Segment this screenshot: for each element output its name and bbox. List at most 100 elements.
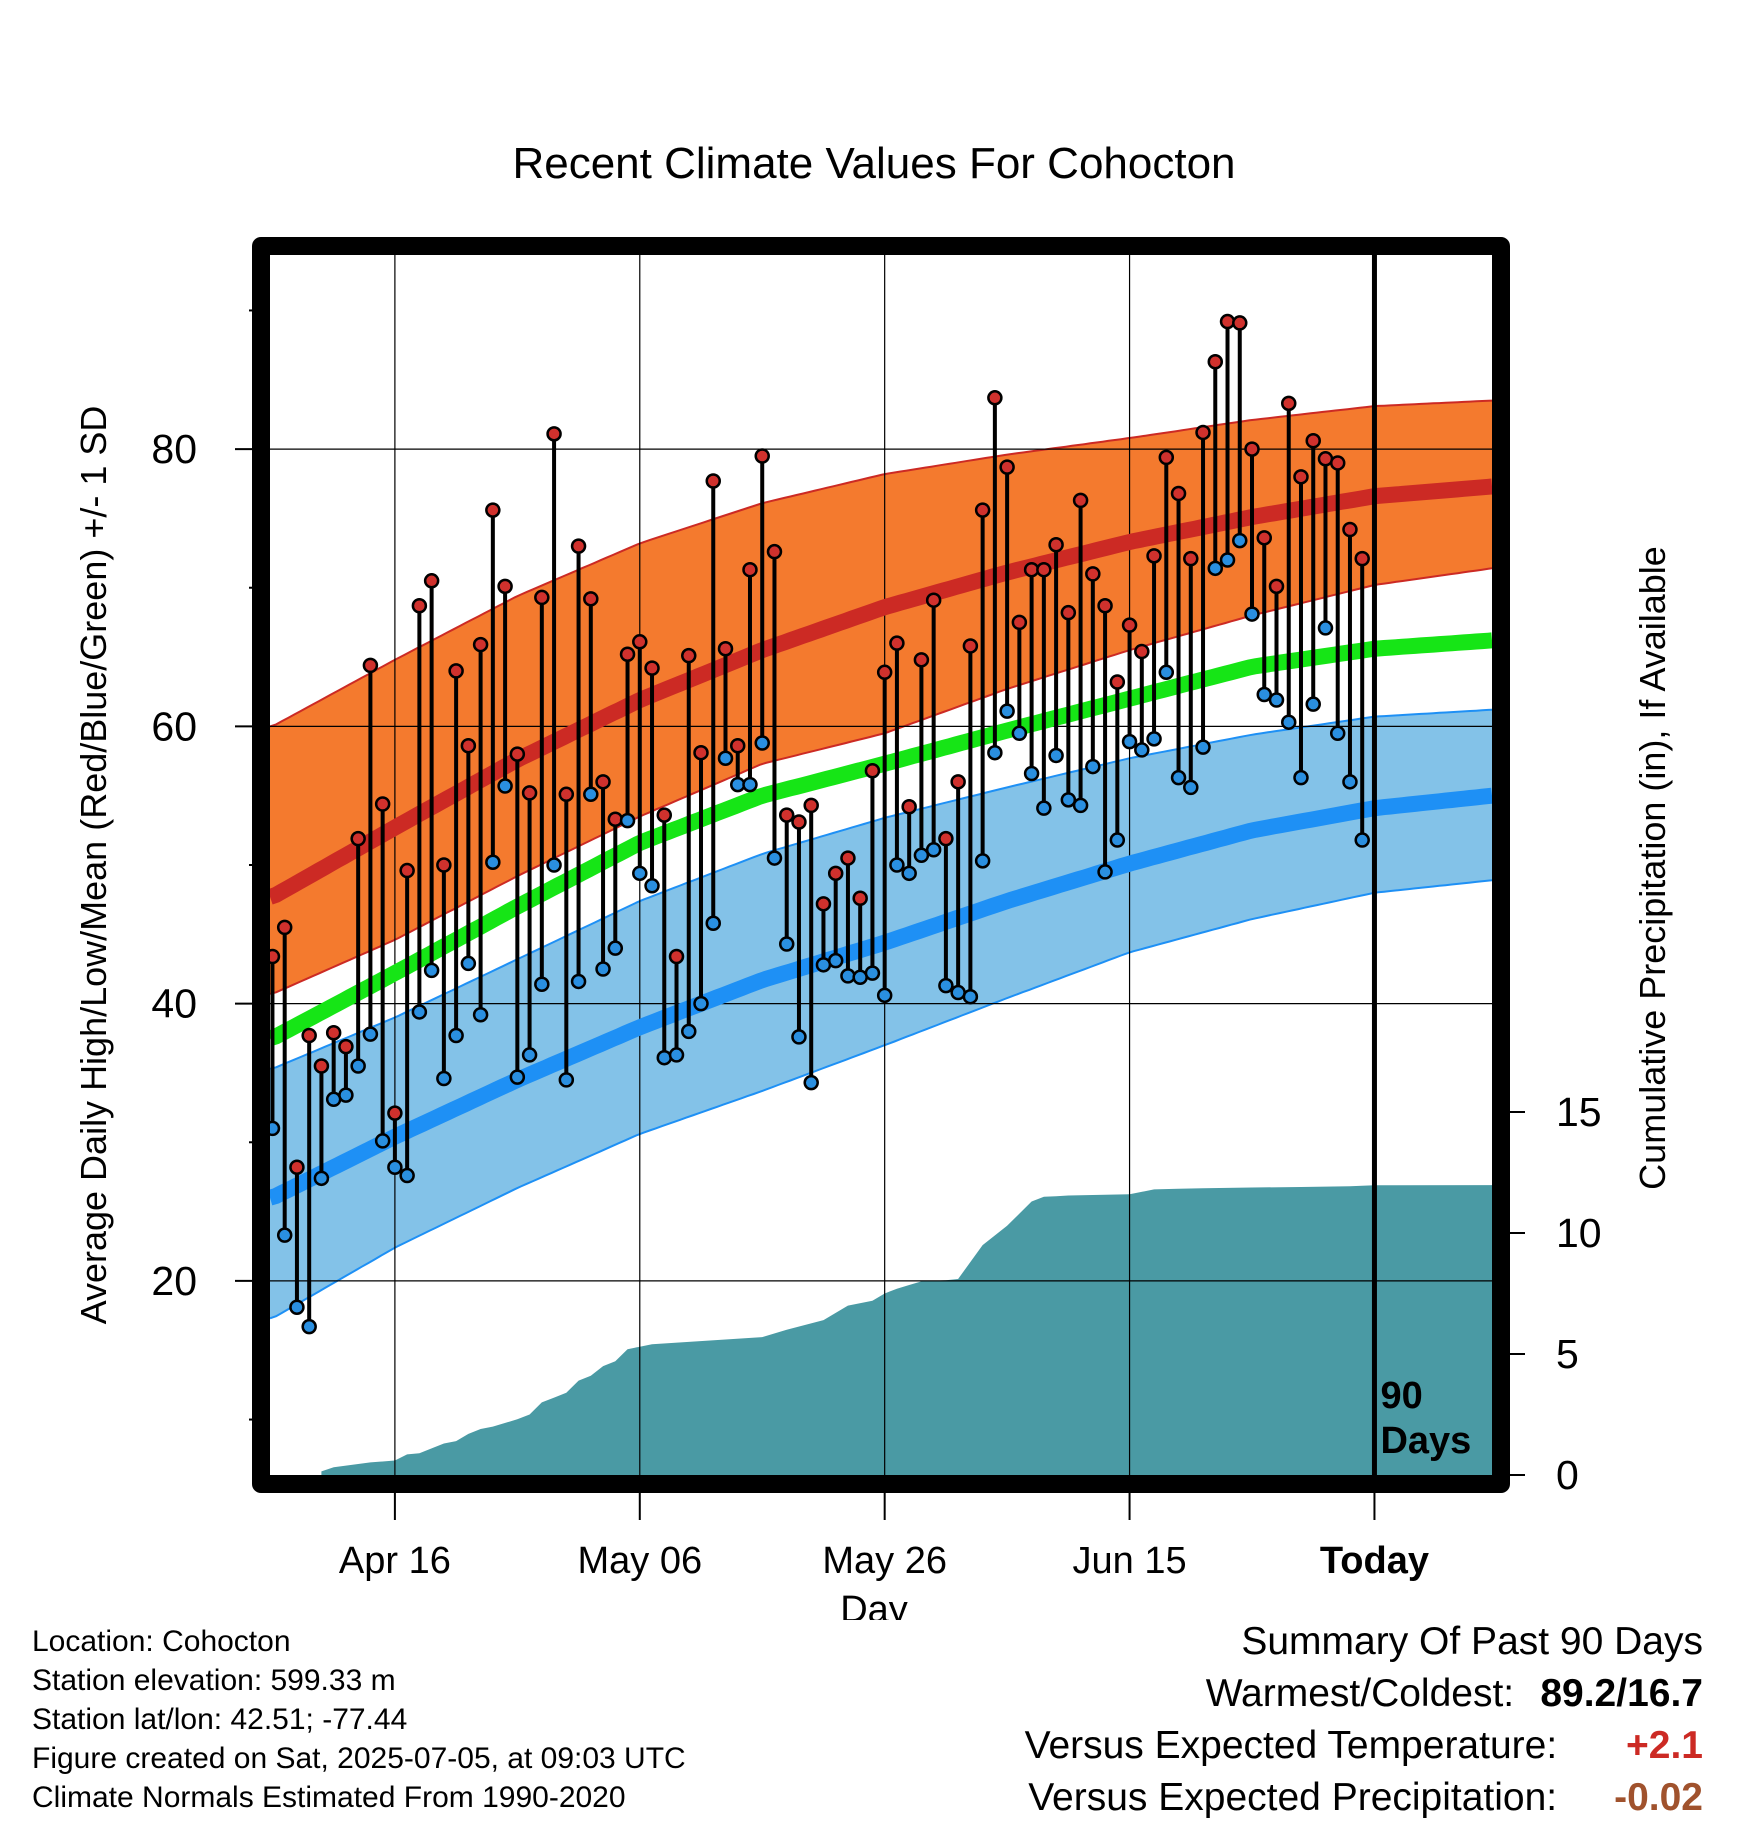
daily-low-point [778,936,795,952]
daily-low-point [864,965,881,981]
daily-low-point [632,865,648,882]
daily-low-point [1183,779,1199,796]
daily-high-point [681,647,697,664]
x-tick-label: May 26 [822,1540,947,1582]
daily-low-point [1170,769,1187,786]
daily-low-point [1293,769,1309,786]
daily-high-point [338,1038,354,1055]
daily-high-point [913,652,930,668]
created-text: Figure created on Sat, 2025-07-05, at 09… [32,1742,686,1775]
daily-high-point [436,857,452,873]
daily-low-point [1085,758,1101,775]
x-tick-label: May 06 [577,1540,702,1582]
daily-low-point [521,1047,538,1063]
daily-high-point [509,746,526,762]
low-sd-band [270,709,1492,1319]
x-tick-label: Jun 15 [1073,1540,1187,1582]
daily-high-point [325,1025,342,1041]
daily-low-point [693,995,709,1012]
y-tick-label: 80 [151,426,197,472]
daily-low-point [1023,765,1040,782]
daily-low-point [276,1227,293,1243]
daily-high-point [289,1159,305,1175]
daily-high-point [901,799,917,815]
temperature-anomaly-row: Versus Expected Temperature: +2.1 [1025,1720,1703,1772]
daily-high-point [656,807,673,823]
daily-high-point [1195,424,1211,441]
daily-high-point [827,865,844,882]
warmest-coldest-label: Warmest/Coldest: [1205,1672,1515,1715]
daily-low-point [913,847,930,864]
daily-low-point [374,1133,391,1149]
daily-high-point [705,473,722,489]
daily-low-point [840,968,856,984]
daily-high-point [717,640,734,657]
daily-high-point [1280,395,1297,412]
daily-high-point [399,862,415,879]
daily-low-point [558,1072,575,1088]
daily-high-point [1097,598,1113,614]
daily-low-point [1317,620,1334,636]
daily-low-point [803,1074,819,1091]
daily-low-point [436,1070,452,1087]
daily-high-point [1268,578,1285,595]
daily-high-point [1134,643,1150,660]
climate-chart: Recent Climate Values For Cohocton 90Days… [73,139,1673,1620]
warmest-coldest-value: 89.2/16.7 [1540,1672,1703,1715]
station-info: Location: Cohocton Station elevation: 59… [32,1622,686,1817]
daily-high-point [1036,561,1052,578]
daily-high-point [472,636,489,653]
daily-low-point [472,1006,489,1023]
daily-low-point [583,786,599,803]
daily-low-point [1036,800,1052,816]
y-tick-label: 20 [151,1258,197,1304]
latlon-text: Station lat/lon: 42.51; -77.44 [32,1703,408,1736]
daily-low-point [742,776,758,793]
daily-low-point [1121,733,1138,750]
daily-high-point [313,1058,330,1074]
daily-low-point [399,1167,415,1184]
y-tick-label: 60 [151,703,197,749]
daily-low-point [509,1069,526,1085]
daily-high-point [1121,617,1138,633]
daily-high-point [742,561,758,578]
daily-high-point [1072,492,1089,509]
daily-high-point [460,738,477,754]
daily-high-point [270,948,281,965]
daily-high-point [1219,313,1236,330]
daily-high-point [387,1105,403,1121]
daily-low-point [1256,686,1273,703]
daily-high-point [1207,354,1224,370]
daily-high-point [583,591,599,607]
precipitation-anomaly-row: Versus Expected Precipitation: -0.02 [1025,1772,1703,1824]
daily-low-point [644,878,660,894]
daily-high-point [1329,455,1346,471]
daily-high-point [778,807,795,823]
daily-high-point [1060,604,1077,621]
x-axis-label: Day [840,1589,908,1620]
daily-low-point [1207,560,1224,577]
daily-low-point [962,988,979,1005]
elevation-text: Station elevation: 599.33 m [32,1664,396,1697]
daily-high-point [1256,530,1273,546]
daily-low-point [1329,725,1346,742]
daily-low-point [497,778,513,794]
daily-low-point [974,853,991,869]
x-tick-label: Apr 16 [339,1540,451,1582]
high-sd-band [270,400,1492,994]
normal-low-line [270,787,1492,1206]
daily-low-point [827,952,844,969]
daily-high-point [1048,537,1064,553]
daily-high-point [1232,315,1248,331]
daily-low-point [1305,696,1321,712]
daily-low-point [301,1318,317,1335]
daily-low-point [1072,797,1089,814]
daily-high-point [840,850,856,866]
daily-low-point [289,1299,305,1315]
daily-low-point [411,1004,428,1020]
daily-low-point [1097,864,1113,880]
daily-low-point [717,750,734,766]
daily-high-point [374,796,391,812]
y2-axis-label: Cumulative Precipitation (in), If Availa… [1632,546,1673,1190]
daily-low-point [1342,774,1358,790]
